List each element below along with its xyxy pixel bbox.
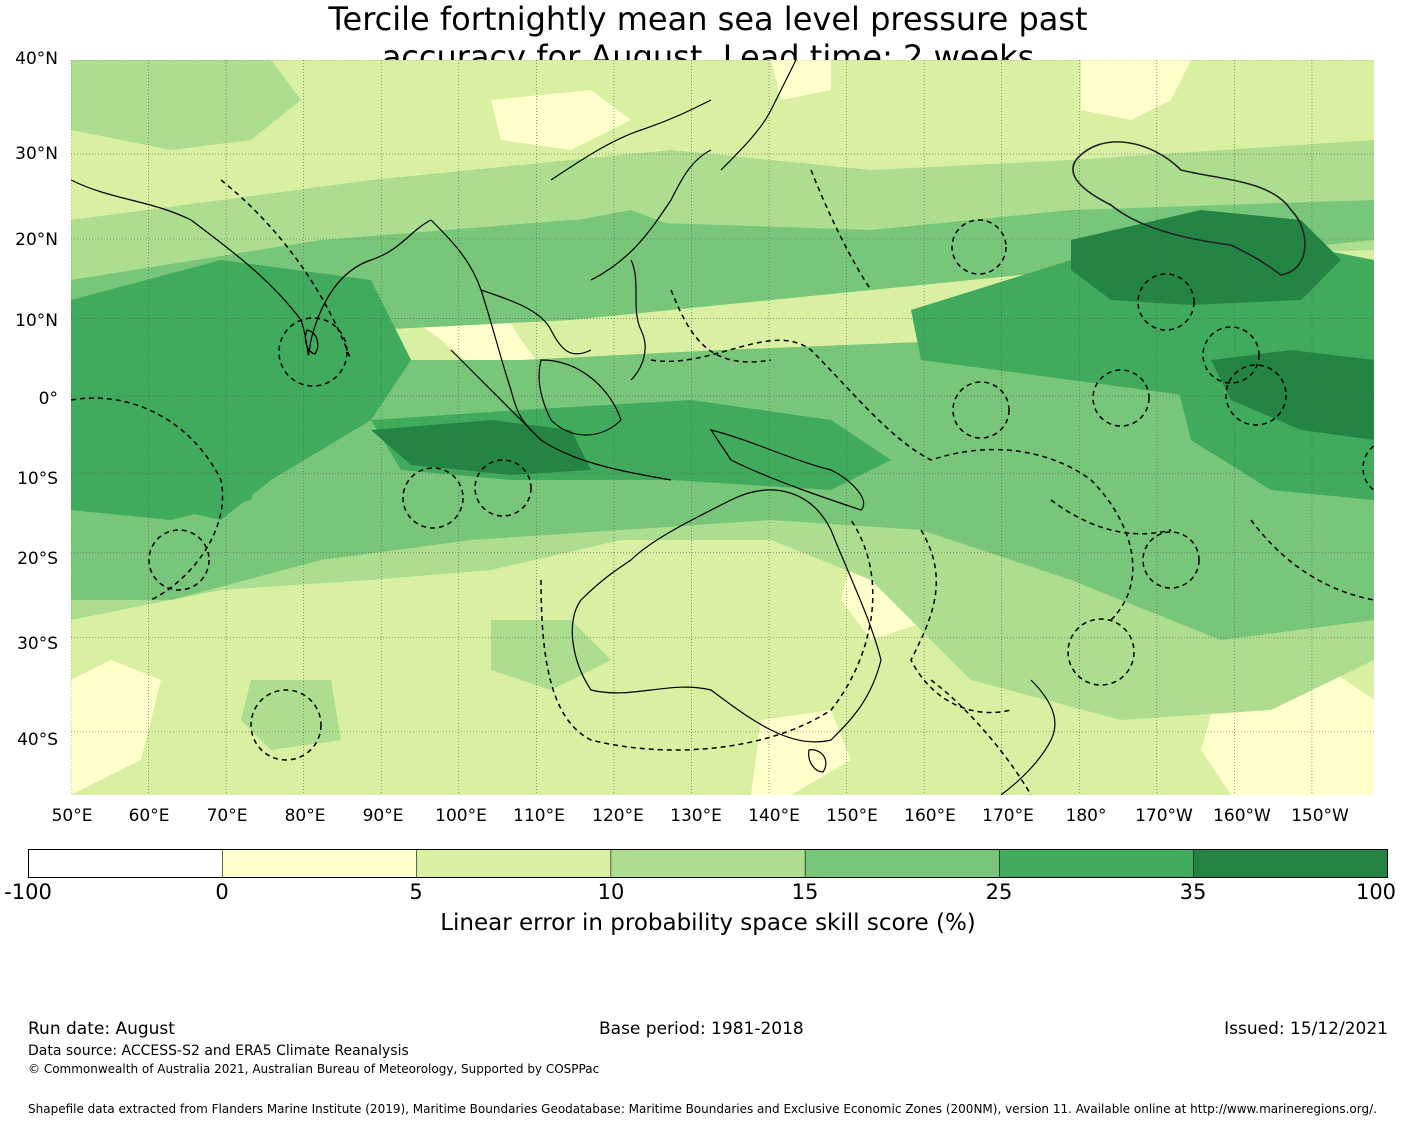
colorbar-swatch-0 (27, 848, 224, 879)
skill-band-0-5 (71, 60, 1374, 795)
lon-label-160w: 160°W (1213, 806, 1271, 826)
copyright: © Commonwealth of Australia 2021, Austra… (28, 1062, 600, 1076)
lat-label-20n: 20°N (15, 230, 58, 250)
lon-label-110e: 110°E (513, 806, 565, 826)
colorbar-tick-35: 35 (1179, 880, 1207, 904)
run-date: Run date: August (28, 1019, 175, 1039)
colorbar-tick-10: 10 (597, 880, 625, 904)
colorbar-tick-15: 15 (791, 880, 819, 904)
lon-label-130e: 130°E (670, 806, 722, 826)
skill-band-35-100 (371, 210, 1374, 475)
lon-label-170e: 170°E (982, 806, 1034, 826)
hawaii-boundary (1072, 141, 1306, 276)
colorbar-swatch-4 (804, 848, 1001, 879)
lon-label-90e: 90°E (362, 806, 404, 826)
skill-map (71, 60, 1374, 795)
lat-label-0: 0° (38, 389, 58, 409)
lon-label-160e: 160°E (904, 806, 956, 826)
colorbar-swatch-5 (999, 848, 1195, 879)
lat-label-10s: 10°S (17, 469, 58, 489)
colorbar-swatch-2 (416, 848, 612, 879)
lon-label-100e: 100°E (435, 806, 487, 826)
lat-label-40s: 40°S (17, 730, 58, 750)
issued-date: Issued: 15/12/2021 (1224, 1019, 1388, 1039)
maritime-boundaries (71, 169, 1374, 795)
lon-label-50e: 50°E (51, 806, 93, 826)
colorbar-canvas (27, 848, 1389, 879)
lat-label-20s: 20°S (17, 549, 58, 569)
colorbar-tick-minus100: -100 (4, 880, 52, 904)
lat-label-10n: 10°N (15, 311, 58, 331)
colorbar (27, 848, 1389, 879)
lat-label-40n: 40°N (15, 49, 58, 69)
lon-label-120e: 120°E (592, 806, 644, 826)
lon-label-150e: 150°E (826, 806, 878, 826)
lon-label-180: 180° (1065, 806, 1107, 826)
data-source: Data source: ACCESS-S2 and ERA5 Climate … (28, 1043, 409, 1059)
lon-label-170w: 170°W (1135, 806, 1193, 826)
colorbar-swatch-3 (610, 848, 806, 879)
colorbar-swatch-1 (221, 848, 418, 879)
lon-label-60e: 60°E (128, 806, 170, 826)
lat-label-30n: 30°N (15, 144, 58, 164)
colorbar-tick-25: 25 (985, 880, 1013, 904)
base-period: Base period: 1981-2018 (599, 1019, 804, 1039)
coastlines (71, 60, 1056, 795)
lat-label-30s: 30°S (17, 634, 58, 654)
lon-label-150w: 150°W (1291, 806, 1349, 826)
lon-label-80e: 80°E (284, 806, 326, 826)
skill-map-canvas (71, 60, 1374, 795)
title-line-1: Tercile fortnightly mean sea level press… (328, 0, 1088, 38)
colorbar-tick-5: 5 (409, 880, 423, 904)
shapefile-credit: Shapefile data extracted from Flanders M… (28, 1102, 1377, 1116)
lon-label-70e: 70°E (206, 806, 248, 826)
colorbar-tick-100: 100 (1355, 880, 1397, 904)
map-title: Tercile fortnightly mean sea level press… (0, 0, 1416, 76)
colorbar-swatch-6 (1193, 848, 1389, 879)
colorbar-label: Linear error in probability space skill … (440, 910, 976, 936)
colorbar-tick-0: 0 (215, 880, 229, 904)
graticule (71, 60, 1374, 795)
lon-label-140e: 140°E (748, 806, 800, 826)
